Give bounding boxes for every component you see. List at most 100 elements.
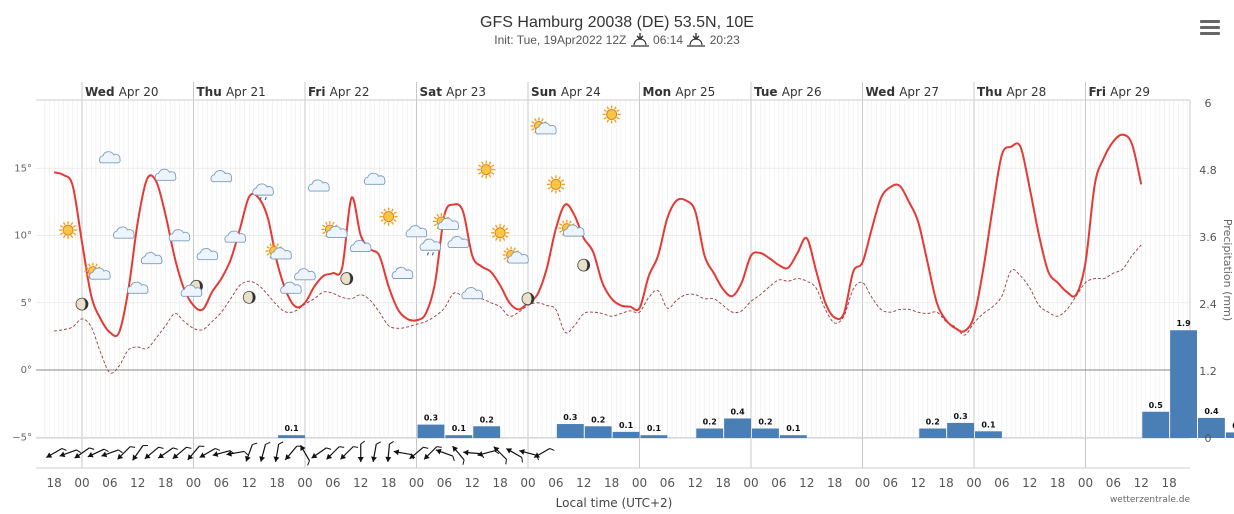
cloud-shape [196,248,219,261]
wind-head [371,456,377,462]
wind-arrow [371,441,381,462]
right-tick-label: 0 [1205,432,1212,445]
sun-ray [547,186,552,190]
chart-title: GFS Hamburg 20038 (DE) 53.5N, 10E [480,14,754,31]
sun-ray [481,174,484,178]
hour-tick-label: 06 [325,476,340,490]
wind-barb [339,446,345,448]
wind-head [87,451,94,458]
sun-ray [325,221,328,226]
moon-shadow [583,259,590,272]
cloud-shape [99,151,121,164]
moon-icon [75,297,89,311]
sun-ray [558,176,561,180]
precip-bar [445,435,473,438]
precip-label: 0.1 [647,424,662,433]
wind-head [435,448,442,455]
sun-ray [550,176,554,180]
sun-ray [568,220,572,224]
wind-head [199,452,206,458]
right-tick-label: 3.6 [1199,231,1217,244]
hour-tick-label: 06 [102,476,117,490]
wind-barb [252,442,258,446]
wind-head [393,449,400,456]
precip-label: 0.4 [1204,407,1219,416]
wind-head [519,449,525,455]
cloud-shape [89,267,111,280]
wind-barb [549,448,555,451]
sun-ray [72,225,77,228]
moon-shadow [346,272,353,285]
moon-shadow [82,298,88,311]
wind-arrow [144,446,164,460]
day-label: Wed Apr 27 [866,85,940,99]
sun-ray [443,213,447,217]
wind-barb [389,440,394,445]
wind-barb [423,446,429,449]
sun-ray [503,257,507,260]
sun-ray [502,237,506,241]
sun-ray [606,106,610,110]
cloud-shape [349,240,372,253]
precip-bar [417,424,445,438]
sun-ray [478,172,482,175]
hour-tick-label: 18 [938,476,953,490]
right-tick-label: 1.2 [1199,365,1217,378]
sun-disc [480,164,492,176]
left-tick-label: −5° [12,432,32,443]
hamburger-menu-icon[interactable] [1200,20,1220,36]
moon-shadow [249,291,256,304]
precip-bar [278,435,305,438]
sun-ray [88,263,91,267]
wind-head [245,455,251,462]
cloud-icon [363,172,386,185]
moon-icon [340,272,354,285]
hour-tick-label: 12 [799,476,814,490]
sun-ray [560,186,564,190]
sun-ray [95,263,98,267]
right-tick-label: 2.4 [1199,298,1217,311]
precip-bar [1225,432,1234,438]
wind-arrow [74,447,95,459]
rain-drop [259,196,262,201]
cloud-icon [405,225,428,238]
hour-tick-label: 00 [743,476,758,490]
cloud-shape [210,170,233,183]
precip-bar [584,426,612,438]
precip-label: 0.2 [758,418,772,427]
sun-ray [478,164,482,168]
sun-ray [62,234,66,239]
sun-icon [602,105,621,124]
wind-arrow [452,445,465,465]
sun-ray [62,222,66,226]
cloud-shape [419,238,442,251]
sun-ray [481,161,484,165]
wind-arrow [505,447,523,463]
hour-tick-label: 00 [74,476,89,490]
sun-disc [606,108,618,120]
day-label: Thu Apr 28 [977,85,1046,99]
wind-arrow [59,449,81,458]
wind-arrow [245,442,258,462]
wind-barb [505,459,507,465]
hour-tick-label: 00 [186,476,201,490]
left-tick-label: 0° [21,365,32,376]
sun-cloud-icon [265,242,292,260]
precip-label: 0.2 [591,415,605,424]
precip-bar [556,424,584,438]
wind-arrow [87,448,109,458]
cloud-icon [294,268,316,281]
sun-ray [531,128,535,131]
cloud-icon [349,240,372,253]
precip-label: 0.4 [730,407,745,416]
wind-head [424,453,430,460]
wind-arrow [101,449,123,458]
wind-head [452,446,459,452]
sun-ray [70,222,74,226]
wind-head [117,453,124,460]
wind-arrow [46,447,67,459]
hour-tick-label: 06 [994,476,1009,490]
cloud-icon [140,252,163,265]
cloud-icon [224,230,247,243]
precip-bar [1198,417,1225,438]
